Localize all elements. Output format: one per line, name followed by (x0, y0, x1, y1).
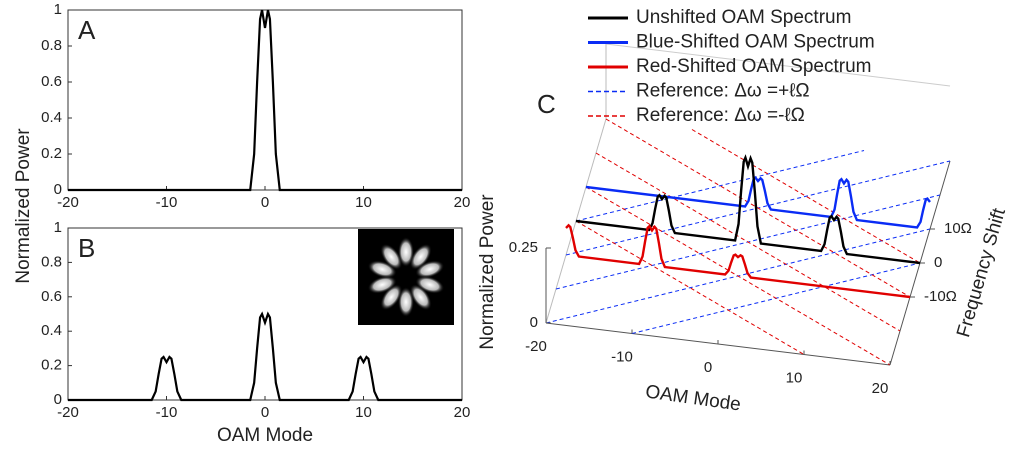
spectrum-line (576, 158, 920, 263)
y-tick-label: 10Ω (944, 220, 972, 237)
z-tick-label: 0.25 (509, 239, 538, 256)
x-tick-label: 0 (261, 194, 269, 211)
x-tick-label: -20 (57, 194, 79, 211)
x-axis-label: OAM Mode (217, 425, 313, 446)
y-tick-label: 0.6 (41, 288, 62, 305)
legend-label: Reference: Δω =+ℓΩ (636, 81, 810, 102)
y-tick-label: 0.8 (41, 253, 62, 270)
x-axis-label: OAM Mode (644, 381, 742, 415)
x-tick-label: 0 (261, 404, 269, 421)
y-tick-label: 0.2 (41, 357, 62, 374)
y-tick-label: 0.8 (41, 37, 62, 54)
y-tick-label: -10Ω (924, 288, 957, 305)
x-tick-label: 10 (355, 194, 372, 211)
plot-frame (68, 10, 462, 190)
x-tick-label: 10 (355, 404, 372, 421)
y-tick-label: 0.4 (41, 109, 62, 126)
x-tick-label: -20 (57, 404, 79, 421)
y-tick-label: 1 (54, 219, 62, 236)
reference-line (576, 151, 864, 222)
z-axis-label: Normalized Power (477, 194, 498, 350)
x-tick-label: 20 (454, 194, 471, 211)
y-axis-label: Normalized Power (13, 128, 34, 284)
x-tick-label: -20 (525, 338, 547, 355)
legend-label: Red-Shifted OAM Spectrum (636, 56, 871, 77)
x-tick-label: -10 (156, 404, 178, 421)
y-tick-label: 0.2 (41, 145, 62, 162)
panel-label: A (78, 15, 96, 45)
mode-image-inset (358, 229, 454, 325)
legend-label: Unshifted OAM Spectrum (636, 7, 851, 28)
x-tick-label: -10 (611, 348, 633, 365)
x-tick-label: 20 (872, 380, 889, 397)
x-tick-label: -10 (156, 194, 178, 211)
y-tick-label: 0.6 (41, 73, 62, 90)
reference-line (596, 153, 900, 331)
reference-line (606, 119, 910, 297)
legend-label: Blue-Shifted OAM Spectrum (636, 32, 875, 53)
x-tick-label: 20 (454, 404, 471, 421)
panel-label: C (537, 89, 556, 119)
panel-label: B (78, 233, 95, 263)
reference-line (586, 187, 890, 365)
y-tick-label: 0.4 (41, 322, 62, 339)
figure: 00.20.40.60.81-20-1001020ANormalized Pow… (0, 0, 1012, 450)
x-tick-label: 10 (786, 369, 803, 386)
z-tick-label: 0 (530, 314, 538, 331)
legend-label: Reference: Δω =-ℓΩ (636, 105, 805, 126)
y-tick-label: 1 (54, 1, 62, 18)
x-tick-label: 0 (704, 359, 712, 376)
y-tick-label: 0 (934, 254, 942, 271)
